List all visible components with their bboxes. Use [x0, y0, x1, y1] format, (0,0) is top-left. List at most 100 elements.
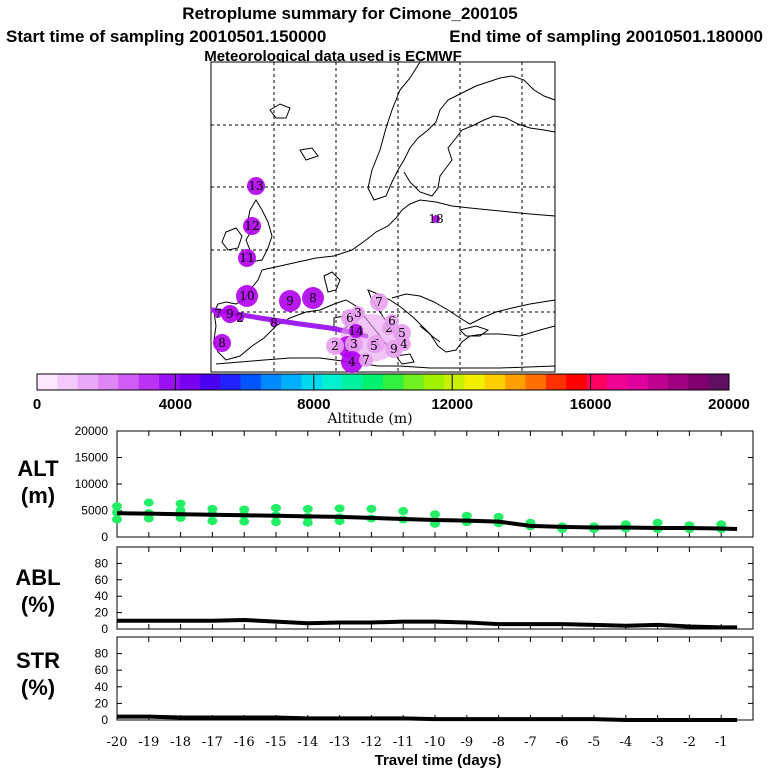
colorbar-cell	[118, 374, 140, 390]
y-tick-label: 80	[95, 647, 109, 661]
altitude-point	[112, 502, 122, 511]
panel-frame	[116, 636, 754, 721]
altitude-point	[334, 517, 345, 526]
colorbar-tick-label: 16000	[570, 396, 612, 413]
cluster-label: 12	[244, 219, 259, 233]
figure-title: Retroplume summary for Cimone_200105	[182, 4, 517, 23]
altitude-point	[430, 510, 440, 519]
colorbar-cell	[647, 374, 669, 390]
y-tick-label: 0	[101, 622, 108, 636]
x-tick-label: -11	[393, 735, 414, 750]
cluster-label: 7	[362, 353, 370, 367]
altitude-point	[207, 517, 218, 526]
colorbar-cell	[444, 374, 465, 390]
colorbar-cell	[525, 374, 547, 390]
cluster-label: 4	[400, 337, 408, 351]
colorbar-cell	[321, 374, 343, 390]
timeseries-panels: ALT(m)05000100001500020000ABL(%)02040608…	[15, 424, 754, 727]
cluster-marker	[302, 287, 324, 309]
x-tick-label: -19	[138, 735, 159, 750]
cluster-label: 5	[398, 326, 406, 340]
sicily	[395, 353, 415, 365]
faroe-shetland	[269, 103, 291, 119]
panel-ylabel: STR	[16, 648, 60, 673]
ireland	[221, 227, 243, 251]
colorbar-tick-label: 12000	[431, 396, 473, 413]
median-line	[117, 617, 738, 630]
cluster-marker	[270, 319, 278, 327]
x-tick-label: -10	[425, 735, 446, 750]
colorbar-cell	[240, 374, 262, 390]
x-tick-label: -3	[651, 735, 664, 750]
colorbar-cell	[423, 374, 445, 390]
met-data-note: Meteorological data used is ECMWF	[204, 48, 462, 65]
colorbar-cell	[688, 374, 710, 390]
trajectory-clusters: 1234567891011121314188959743268725	[213, 177, 444, 373]
x-tick-label: -16	[234, 735, 255, 750]
cluster-marker	[367, 339, 381, 353]
altitude-point	[271, 518, 281, 527]
colorbar-cell	[627, 374, 649, 390]
altitude-point	[175, 499, 186, 508]
cluster-marker	[351, 306, 365, 320]
cluster-marker	[345, 335, 363, 353]
y-tick-label: 20	[95, 606, 109, 620]
start-sampling-time: Start time of sampling 20010501.150000	[6, 27, 326, 46]
x-tick-label: -5	[588, 735, 601, 750]
cluster-label: 8	[218, 336, 226, 350]
altitude-point	[239, 517, 250, 526]
cluster-label: 10	[239, 289, 254, 303]
cluster-marker	[385, 314, 399, 328]
x-tick-label: -18	[170, 735, 191, 750]
altitude-point	[334, 504, 345, 513]
y-tick-label: 20000	[75, 424, 109, 438]
cluster-marker	[370, 293, 388, 311]
x-tick-label: -20	[107, 735, 128, 750]
altitude-point	[302, 518, 313, 527]
colorbar-tick-label: 4000	[159, 396, 192, 413]
y-tick-label: 60	[95, 663, 109, 677]
colorbar-tick-label: 8000	[297, 396, 330, 413]
greece-turkey-coast	[419, 325, 556, 353]
altitude-point	[398, 507, 409, 516]
cluster-label: 2	[236, 311, 244, 325]
altitude-point	[112, 515, 122, 524]
colorbar-cell	[606, 374, 628, 390]
cluster-marker	[247, 177, 265, 195]
cluster-label: 7	[214, 307, 222, 321]
y-tick-label: 0	[101, 713, 108, 727]
x-tick-label: -6	[556, 735, 569, 750]
colorbar-label: Altitude (m)	[326, 411, 412, 427]
cluster-label: 2	[385, 321, 393, 335]
x-tick-label: -9	[460, 735, 473, 750]
altitude-colorbar: 0 4000 8000 12000 16000 20000 Altitude (m)	[33, 373, 750, 427]
end-sampling-time: End time of sampling 20010501.180000	[449, 27, 763, 46]
cluster-label: 4	[348, 355, 356, 369]
cluster-marker	[213, 334, 231, 352]
scandinavia-coast	[367, 61, 556, 201]
colorbar-tick-label: 0	[33, 396, 41, 413]
balkan-coast	[391, 293, 556, 325]
panel-yunit: (%)	[21, 592, 55, 617]
altitude-point	[302, 504, 313, 513]
altitude-point	[271, 503, 281, 512]
cluster-label: 6	[346, 311, 354, 325]
cluster-marker	[279, 290, 301, 312]
x-tick-label: -7	[524, 735, 537, 750]
cluster-label: 8	[270, 316, 278, 330]
y-tick-label: 15000	[75, 451, 109, 465]
x-tick-label: -17	[202, 735, 223, 750]
cluster-label: 3	[354, 306, 362, 320]
panel-str: STR(%) 0 20 40 60 80	[16, 636, 754, 727]
colorbar-cell	[281, 374, 303, 390]
cluster-marker	[238, 249, 256, 267]
colorbar-cell	[403, 374, 425, 390]
altitude-point	[461, 511, 472, 520]
cluster-label: 18	[428, 212, 443, 226]
x-tick-label: -8	[492, 735, 505, 750]
colorbar-cell	[220, 374, 242, 390]
colorbar-cell	[505, 374, 526, 390]
y-tick-label: 0	[101, 530, 108, 544]
colorbar-cell	[260, 374, 282, 390]
